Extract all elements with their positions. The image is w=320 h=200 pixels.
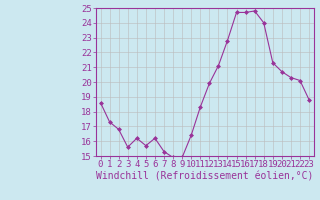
X-axis label: Windchill (Refroidissement éolien,°C): Windchill (Refroidissement éolien,°C) [96, 172, 314, 182]
